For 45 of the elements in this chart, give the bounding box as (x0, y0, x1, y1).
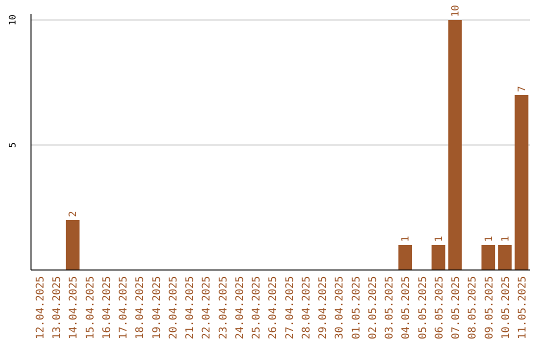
x-tick-label: 17.04.2025 (118, 276, 130, 340)
x-tick-label: 14.04.2025 (68, 276, 80, 340)
data-label: 7 (517, 86, 528, 92)
x-tick-label: 13.04.2025 (51, 276, 64, 340)
bar (66, 220, 80, 270)
x-tick-label: 04.05.2025 (400, 276, 412, 340)
x-tick-label: 22.04.2025 (200, 276, 213, 340)
x-tick-label: 25.04.2025 (250, 276, 263, 340)
x-tick-label: 06.05.2025 (433, 276, 446, 340)
bar (514, 95, 528, 270)
x-tick-label: 24.04.2025 (234, 276, 246, 340)
x-tick-label: 26.04.2025 (267, 276, 280, 340)
x-tick-label: 07.05.2025 (450, 276, 462, 340)
x-tick-label: 23.04.2025 (217, 276, 230, 340)
data-label: 10 (450, 4, 462, 17)
x-tick-label: 03.05.2025 (384, 276, 396, 340)
y-tick-label: 5 (8, 142, 19, 148)
bar (448, 20, 462, 270)
bar (498, 245, 512, 270)
x-tick-label: 01.05.2025 (350, 276, 362, 340)
x-tick-label: 12.04.2025 (34, 276, 46, 340)
x-tick-label: 18.04.2025 (134, 276, 146, 340)
x-tick-label: 15.04.2025 (84, 276, 96, 340)
data-label: 1 (484, 236, 495, 242)
data-label: 2 (68, 210, 80, 217)
x-tick-label: 11.05.2025 (516, 276, 529, 340)
x-tick-label: 21.04.2025 (184, 276, 196, 340)
data-label: 1 (434, 236, 445, 242)
bar (432, 245, 446, 270)
bar (398, 245, 412, 270)
x-tick-label: 28.04.2025 (300, 276, 312, 340)
x-tick-label: 09.05.2025 (483, 276, 496, 340)
x-tick-label: 19.04.2025 (150, 276, 163, 340)
x-tick-label: 16.04.2025 (100, 276, 113, 340)
x-tick-label: 05.05.2025 (416, 276, 429, 340)
x-tick-label: 29.04.2025 (317, 276, 330, 340)
bar (481, 245, 496, 270)
x-tick-label: 02.05.2025 (366, 276, 379, 340)
x-tick-label: 27.04.2025 (284, 276, 296, 340)
x-tick-label: 20.04.2025 (167, 276, 180, 340)
data-label: 1 (500, 236, 512, 242)
x-tick-label: 30.04.2025 (334, 276, 346, 340)
x-tick-label: 08.05.2025 (466, 276, 479, 340)
x-tick-label: 10.05.2025 (500, 276, 512, 340)
data-label: 1 (400, 236, 412, 242)
